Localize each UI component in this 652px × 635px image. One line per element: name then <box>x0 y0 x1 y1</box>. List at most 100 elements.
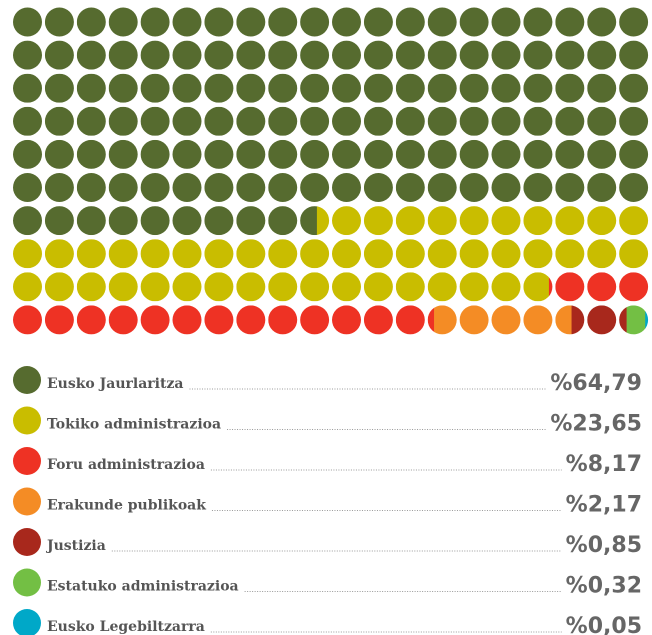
waffle-dot <box>236 173 266 202</box>
waffle-dot <box>44 139 74 169</box>
waffle-dot <box>140 7 170 37</box>
waffle-dot <box>491 7 521 37</box>
waffle-dot <box>619 139 649 169</box>
waffle-dot <box>363 206 393 236</box>
waffle-dot <box>395 272 425 302</box>
waffle-dot <box>332 40 361 70</box>
waffle-dot <box>395 139 425 169</box>
waffle-dot <box>491 206 521 236</box>
waffle-dot <box>523 239 553 269</box>
legend-value: %64,79 <box>550 371 642 396</box>
waffle-dot <box>459 106 489 136</box>
waffle-dot <box>427 305 435 335</box>
waffle-dot <box>555 106 585 136</box>
waffle-dot <box>76 272 106 302</box>
waffle-dot <box>13 7 42 37</box>
legend-label: Foru administrazioa <box>47 457 205 473</box>
waffle-dot <box>427 173 457 202</box>
waffle-dot <box>555 239 585 269</box>
waffle-dot <box>44 73 74 103</box>
waffle-dot <box>491 239 521 269</box>
waffle-dot <box>13 305 42 335</box>
legend-swatch <box>13 447 41 475</box>
waffle-dot <box>204 40 234 70</box>
waffle-dot <box>140 173 170 202</box>
waffle-dot <box>619 206 649 236</box>
legend-swatch <box>13 487 41 516</box>
waffle-dot <box>459 239 489 269</box>
waffle-dot <box>300 206 318 236</box>
waffle-dot <box>363 7 393 37</box>
waffle-dot <box>13 272 42 302</box>
waffle-dot <box>236 206 266 236</box>
waffle-dot <box>555 272 585 302</box>
waffle-dot <box>44 40 74 70</box>
legend-label: Erakunde publikoak <box>47 498 206 514</box>
waffle-dot <box>555 173 585 202</box>
legend-label: Estatuko administrazioa <box>47 579 239 595</box>
waffle-dot <box>204 106 234 136</box>
waffle-dot <box>13 139 42 169</box>
waffle-dot <box>459 7 489 37</box>
waffle-dot <box>395 7 425 37</box>
waffle-dot <box>44 305 74 335</box>
waffle-dot <box>491 73 521 103</box>
waffle-dot <box>140 139 170 169</box>
waffle-dot <box>140 272 170 302</box>
waffle-dot <box>427 239 457 269</box>
waffle-dot <box>172 272 202 302</box>
waffle-dot <box>13 73 42 103</box>
waffle-dot <box>236 305 266 335</box>
waffle-dot <box>268 173 298 202</box>
waffle-dot <box>268 239 298 269</box>
waffle-dot <box>459 173 489 202</box>
waffle-dot <box>587 40 617 70</box>
waffle-dot <box>76 139 106 169</box>
waffle-dot <box>523 272 550 302</box>
waffle-dot <box>300 73 330 103</box>
waffle-dot <box>459 206 489 236</box>
legend-swatch <box>13 528 41 556</box>
waffle-dot <box>555 40 585 70</box>
waffle-dot <box>44 7 74 37</box>
waffle-dot <box>13 40 42 70</box>
waffle-dot <box>108 40 138 70</box>
waffle-dot <box>236 139 266 169</box>
waffle-dot <box>204 73 234 103</box>
waffle-dot <box>172 139 202 169</box>
legend-label: Tokiko administrazioa <box>47 417 221 433</box>
legend-label: Justizia <box>45 538 106 554</box>
waffle-dot <box>204 7 234 37</box>
waffle-dot <box>236 7 266 37</box>
waffle-dot <box>434 305 457 335</box>
waffle-dot <box>459 40 489 70</box>
waffle-dot <box>523 305 553 335</box>
waffle-dot <box>268 139 298 169</box>
waffle-dot <box>108 139 138 169</box>
waffle-dot <box>619 73 649 103</box>
waffle-dot <box>523 73 553 103</box>
waffle-dot <box>587 173 617 202</box>
waffle-dot <box>236 106 266 136</box>
waffle-dot <box>332 7 361 37</box>
waffle-dot <box>459 272 489 302</box>
waffle-dot <box>236 73 266 103</box>
legend-swatch <box>13 406 41 435</box>
waffle-dot <box>140 106 170 136</box>
waffle-dot <box>204 239 234 269</box>
waffle-dot <box>236 272 266 302</box>
waffle-dot <box>363 106 393 136</box>
legend-value: %0,05 <box>566 614 642 635</box>
waffle-dot <box>76 40 106 70</box>
waffle-dot <box>332 73 361 103</box>
waffle-dot <box>332 305 361 335</box>
waffle-dot <box>268 40 298 70</box>
waffle-dot <box>363 272 393 302</box>
waffle-dot <box>555 73 585 103</box>
waffle-dot <box>172 7 202 37</box>
waffle-dot <box>140 206 170 236</box>
waffle-dot <box>395 239 425 269</box>
waffle-dot <box>140 305 170 335</box>
waffle-dot <box>268 272 298 302</box>
